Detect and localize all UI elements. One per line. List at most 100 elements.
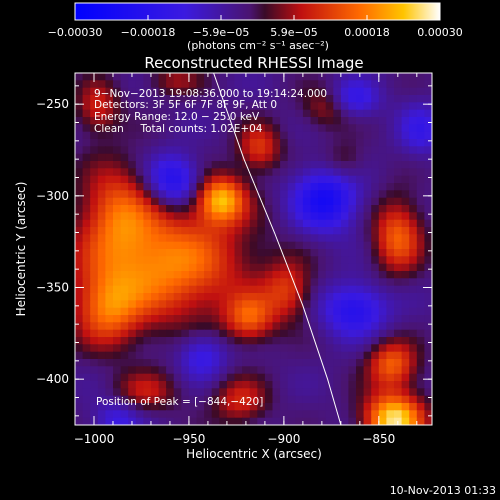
heatmap-cell (257, 329, 266, 338)
heatmap-cell (97, 381, 106, 389)
heatmap-cell (135, 410, 144, 419)
heatmap-cell (333, 175, 342, 184)
heatmap-cell (196, 381, 205, 389)
heatmap-cell (424, 417, 432, 425)
heatmap-cell (401, 285, 410, 294)
heatmap-cell (128, 95, 137, 103)
heatmap-cell (97, 117, 106, 125)
heatmap-cell (82, 161, 91, 169)
heatmap-cell (409, 117, 418, 125)
heatmap-cell (264, 344, 274, 353)
heatmap-cell (302, 263, 312, 272)
heatmap-cell (340, 373, 350, 382)
heatmap-cell (295, 212, 304, 221)
heatmap-cell (234, 146, 243, 155)
heatmap-cell (356, 227, 365, 235)
heatmap-cell (264, 102, 274, 111)
heatmap-cell (204, 124, 213, 133)
heatmap-cell (333, 307, 342, 316)
heatmap-cell (105, 219, 114, 228)
heatmap-cell (75, 175, 84, 184)
heatmap-cell (340, 227, 350, 235)
heatmap-cell (348, 241, 357, 250)
heatmap-cell (204, 219, 213, 228)
heatmap-cell (188, 146, 198, 155)
heatmap-cell (219, 124, 228, 133)
heatmap-cell (257, 293, 266, 301)
heatmap-cell (394, 153, 403, 162)
heatmap-cell (249, 322, 258, 331)
heatmap-cell (211, 307, 220, 316)
heatmap-cell (242, 241, 251, 250)
heatmap-cell (348, 366, 357, 375)
heatmap-cell (97, 124, 106, 133)
heatmap-cell (188, 403, 198, 411)
heatmap-cell (249, 80, 258, 89)
heatmap-cell (295, 124, 304, 133)
heatmap-cell (181, 117, 190, 125)
heatmap-cell (424, 395, 432, 404)
heatmap-cell (151, 190, 160, 199)
heatmap-cell (378, 322, 387, 331)
heatmap-cell (264, 227, 274, 235)
heatmap-cell (242, 315, 251, 323)
heatmap-cell (386, 227, 395, 235)
heatmap-cell (226, 403, 236, 411)
heatmap-cell (234, 337, 243, 345)
heatmap-cell (90, 351, 99, 360)
heatmap-cell (158, 175, 167, 184)
heatmap-cell (287, 337, 296, 345)
heatmap-cell (226, 329, 236, 338)
heatmap-cell (348, 73, 357, 81)
heatmap-cell (75, 410, 84, 419)
heatmap-cell (82, 417, 91, 425)
heatmap-cell (97, 366, 106, 375)
heatmap-cell (90, 344, 99, 353)
heatmap-cell (287, 403, 296, 411)
heatmap-cell (295, 307, 304, 316)
heatmap-cell (394, 205, 403, 213)
heatmap-cell (120, 373, 129, 382)
heatmap-cell (333, 271, 342, 279)
heatmap-cell (75, 381, 84, 389)
heatmap-cell (302, 322, 312, 331)
heatmap-cell (394, 403, 403, 411)
heatmap-cell (120, 212, 129, 221)
heatmap-cell (432, 154, 440, 162)
heatmap-cell (113, 161, 122, 169)
heatmap-cell (90, 388, 99, 397)
heatmap-cell (143, 373, 152, 382)
heatmap-cell (280, 219, 289, 228)
heatmap-cell (90, 359, 99, 367)
heatmap-cell (348, 197, 357, 206)
heatmap-cell (143, 175, 152, 184)
heatmap-cell (394, 263, 403, 272)
heatmap-cell (401, 278, 410, 287)
heatmap-cell (249, 403, 258, 411)
heatmap-cell (333, 161, 342, 169)
heatmap-cell (295, 102, 304, 111)
heatmap-cell (409, 80, 418, 89)
heatmap-cell (325, 373, 334, 382)
heatmap-cell (371, 197, 380, 206)
heatmap-cell (416, 329, 425, 338)
heatmap-cell (128, 300, 137, 309)
heatmap-cell (302, 102, 312, 111)
heatmap-cell (394, 219, 403, 228)
heatmap-cell (242, 271, 251, 279)
heatmap-cell (356, 168, 365, 177)
heatmap-cell (363, 322, 372, 331)
heatmap-cell (302, 271, 312, 279)
heatmap-cell (90, 322, 99, 331)
heatmap-cell (113, 109, 122, 118)
heatmap-cell (196, 197, 205, 206)
heatmap-cell (196, 417, 205, 425)
heatmap-cell (371, 271, 380, 279)
heatmap-cell (386, 263, 395, 272)
heatmap-cell (82, 219, 91, 228)
heatmap-cell (151, 227, 160, 235)
heatmap-cell (401, 205, 410, 213)
heatmap-cell (90, 227, 99, 235)
heatmap-cell (264, 278, 274, 287)
heatmap-cell (143, 322, 152, 331)
